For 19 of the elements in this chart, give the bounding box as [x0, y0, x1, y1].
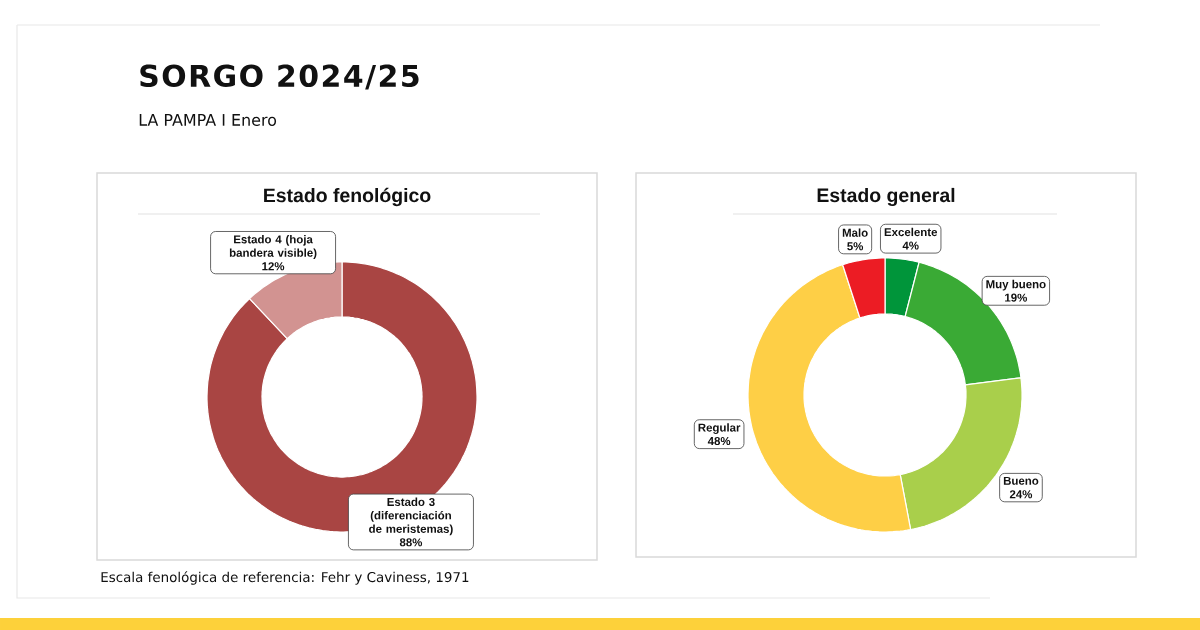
data-label: 5%: [847, 242, 864, 251]
data-label: 24%: [1009, 490, 1033, 499]
slice-label: Muy bueno: [986, 279, 1046, 291]
text: LA PAMPA I Enero: [139, 114, 277, 126]
chart-title: Estado fenológico: [264, 187, 431, 207]
slice-label: Regular: [698, 423, 741, 434]
data-label: 12%: [262, 262, 285, 271]
text: Escala fenológica de referencia: Fehr y Caviness, 1971: [101, 571, 469, 585]
slice-label: Bueno: [1003, 476, 1039, 485]
slice-label: Excelente: [884, 227, 938, 237]
data-label: 19%: [1005, 293, 1028, 302]
data-label: 4%: [902, 241, 919, 250]
chart-title: Estado general: [817, 187, 955, 207]
slice-label: Estado 3 (diferenciación de meristemas): [369, 497, 453, 536]
slice-label: Malo: [842, 228, 868, 237]
text: SORGO 2024/25: [140, 64, 419, 90]
data-label: 48%: [707, 436, 731, 446]
data-label: 88%: [399, 538, 423, 547]
slice-label: Estado 4 (hoja bandera visible): [229, 235, 317, 260]
